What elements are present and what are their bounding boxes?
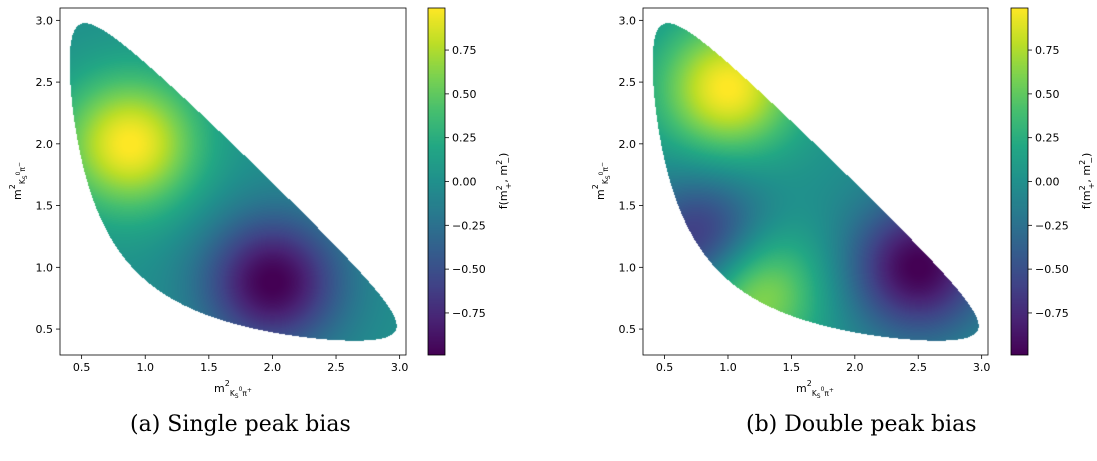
x-axis-a: 0.5 1.0 1.5 2.0 2.5 3.0 xyxy=(73,355,409,374)
y-tick-label: 1.5 xyxy=(619,200,637,213)
y-tick-label: 2.5 xyxy=(619,76,637,89)
x-tick-label: 1.0 xyxy=(719,361,737,374)
y-tick-label: 2.0 xyxy=(619,138,637,151)
colorbar-gradient-b xyxy=(1011,8,1028,355)
caption-b: (b) Double peak bias xyxy=(746,412,977,437)
colorbar-tick-label: 0.00 xyxy=(1035,176,1060,189)
y-axis-a: 0.5 1.0 1.5 2.0 2.5 3.0 xyxy=(36,14,60,336)
y-axis-label-a: m2KS0π− xyxy=(8,162,29,200)
colorbar-tick-label: 0.00 xyxy=(452,176,477,189)
x-tick-label: 2.0 xyxy=(846,361,864,374)
y-tick-label: 2.5 xyxy=(36,76,54,89)
colorbar-a: 0.75 0.50 0.25 0.00 −0.25 −0.50 −0.75 xyxy=(427,7,486,356)
x-axis-b: 0.5 1.0 1.5 2.0 2.5 3.0 xyxy=(656,355,991,374)
colorbar-gradient-a xyxy=(428,8,445,355)
x-axis-label-b: m2KS0π+ xyxy=(796,379,834,400)
colorbar-tick-label: 0.25 xyxy=(452,132,477,145)
colorbar-label-b: f(m2+, m2−) xyxy=(1078,153,1096,210)
y-tick-label: 1.0 xyxy=(619,261,637,274)
figure: 0.5 1.0 1.5 2.0 2.5 3.0 0.5 1.0 1.5 2.0 2.5 3.0 m2… xyxy=(8,7,1096,400)
colorbar-tick-label: −0.25 xyxy=(452,219,486,232)
x-tick-label: 0.5 xyxy=(656,361,674,374)
colorbar-tick-label: 0.25 xyxy=(1035,132,1060,145)
x-tick-label: 1.5 xyxy=(783,361,801,374)
x-tick-label: 1.0 xyxy=(136,361,154,374)
colorbar-tick-label: 0.75 xyxy=(452,44,477,57)
y-tick-label: 3.0 xyxy=(619,14,637,27)
y-tick-label: 1.5 xyxy=(36,200,54,213)
x-tick-label: 1.5 xyxy=(200,361,218,374)
x-axis-label-a: m2KS0π+ xyxy=(214,379,252,400)
y-tick-label: 3.0 xyxy=(36,14,54,27)
panel-a: 0.5 1.0 1.5 2.0 2.5 3.0 0.5 1.0 1.5 2.0 2.5 3.0 m2… xyxy=(8,7,513,400)
colorbar-tick-label: 0.50 xyxy=(1035,88,1060,101)
x-tick-label: 2.5 xyxy=(327,361,345,374)
panel-b: 0.5 1.0 1.5 2.0 2.5 3.0 0.5 1.0 1.5 2.0 2.5 3.0 m2… xyxy=(591,7,1096,400)
plot-area-b: 0.5 1.0 1.5 2.0 2.5 3.0 0.5 1.0 1.5 2.0 2.5 3.0 xyxy=(619,7,991,374)
colorbar-ticks-a: 0.75 0.50 0.25 0.00 −0.25 −0.50 −0.75 xyxy=(445,44,486,320)
x-tick-label: 0.5 xyxy=(73,361,91,374)
heatmap-b xyxy=(643,8,988,355)
y-tick-label: 0.5 xyxy=(36,323,54,336)
heatmap-a xyxy=(60,8,406,355)
y-tick-label: 1.0 xyxy=(36,261,54,274)
x-tick-label: 2.0 xyxy=(264,361,282,374)
y-axis-b: 0.5 1.0 1.5 2.0 2.5 3.0 xyxy=(619,14,643,336)
colorbar-tick-label: −0.50 xyxy=(452,263,486,276)
colorbar-tick-label: 0.50 xyxy=(452,88,477,101)
colorbar-tick-label: −0.50 xyxy=(1035,263,1069,276)
plot-area-a: 0.5 1.0 1.5 2.0 2.5 3.0 0.5 1.0 1.5 2.0 2.5 3.0 xyxy=(36,7,409,374)
colorbar-b: 0.75 0.50 0.25 0.00 −0.25 −0.50 −0.75 xyxy=(1010,7,1069,356)
caption-a: (a) Single peak bias xyxy=(130,412,351,437)
x-tick-label: 2.5 xyxy=(909,361,927,374)
x-tick-label: 3.0 xyxy=(391,361,409,374)
colorbar-tick-label: 0.75 xyxy=(1035,44,1060,57)
colorbar-label-a: f(m2+, m2−) xyxy=(495,153,513,210)
x-tick-label: 3.0 xyxy=(973,361,991,374)
colorbar-tick-label: −0.75 xyxy=(1035,307,1069,320)
y-axis-label-b: m2KS0π− xyxy=(591,162,612,200)
colorbar-ticks-b: 0.75 0.50 0.25 0.00 −0.25 −0.50 −0.75 xyxy=(1028,44,1069,320)
y-tick-label: 0.5 xyxy=(619,323,637,336)
colorbar-tick-label: −0.25 xyxy=(1035,219,1069,232)
colorbar-tick-label: −0.75 xyxy=(452,307,486,320)
y-tick-label: 2.0 xyxy=(36,138,54,151)
